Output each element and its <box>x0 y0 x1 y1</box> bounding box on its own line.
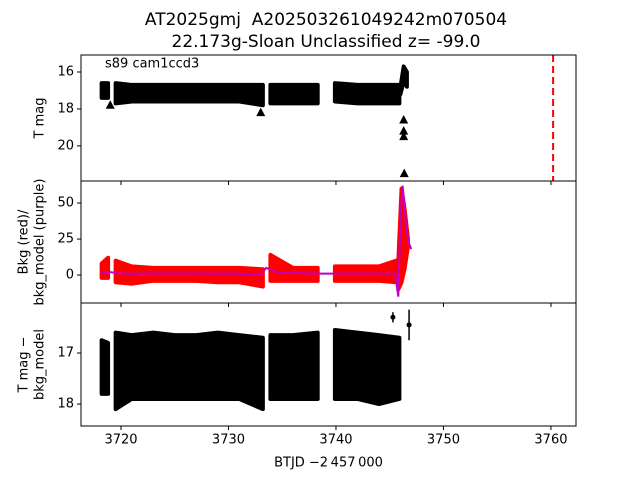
y-tick-label: 25 <box>57 232 74 247</box>
chart-title: 22.173g-Sloan Unclassified z= -99.0 <box>172 32 481 52</box>
data-point <box>399 126 409 135</box>
y-tick-label: 18 <box>57 101 74 116</box>
data-band <box>99 328 402 412</box>
data-point <box>399 115 409 124</box>
data-band <box>99 186 410 292</box>
x-tick-label: 3740 <box>319 433 352 448</box>
y-axis-label: T mag <box>33 98 48 140</box>
y-axis-label: Bkg (red)/ <box>17 209 32 274</box>
x-tick-label: 3750 <box>427 433 460 448</box>
data-band <box>99 64 409 108</box>
data-point <box>256 107 266 117</box>
y-tick-label: 50 <box>57 196 74 211</box>
y-tick-label: 16 <box>57 64 74 79</box>
y-axis-label: bkg_model <box>33 329 48 400</box>
y-tick-label: 20 <box>57 138 74 153</box>
data-point <box>399 131 409 141</box>
annotation: s89 cam1ccd3 <box>105 57 199 72</box>
x-tick-label: 3760 <box>534 433 567 448</box>
data-point <box>390 314 396 320</box>
data-point <box>399 168 409 178</box>
data-point <box>406 322 412 328</box>
y-tick-label: 0 <box>66 268 74 283</box>
chart-title: AT2025gmj A202503261049242m070504 <box>145 10 507 30</box>
x-axis-label: BTJD −2 457 000 <box>274 456 383 471</box>
y-tick-label: 18 <box>57 397 74 412</box>
y-tick-label: 17 <box>57 346 74 361</box>
axes-frame <box>80 302 577 427</box>
data-point <box>105 100 115 109</box>
x-tick-label: 3720 <box>104 433 137 448</box>
y-axis-label: T mag − <box>17 337 32 394</box>
x-tick-label: 3730 <box>212 433 245 448</box>
data-line <box>101 185 413 297</box>
y-axis-label: bkg_model (purple) <box>33 179 48 306</box>
